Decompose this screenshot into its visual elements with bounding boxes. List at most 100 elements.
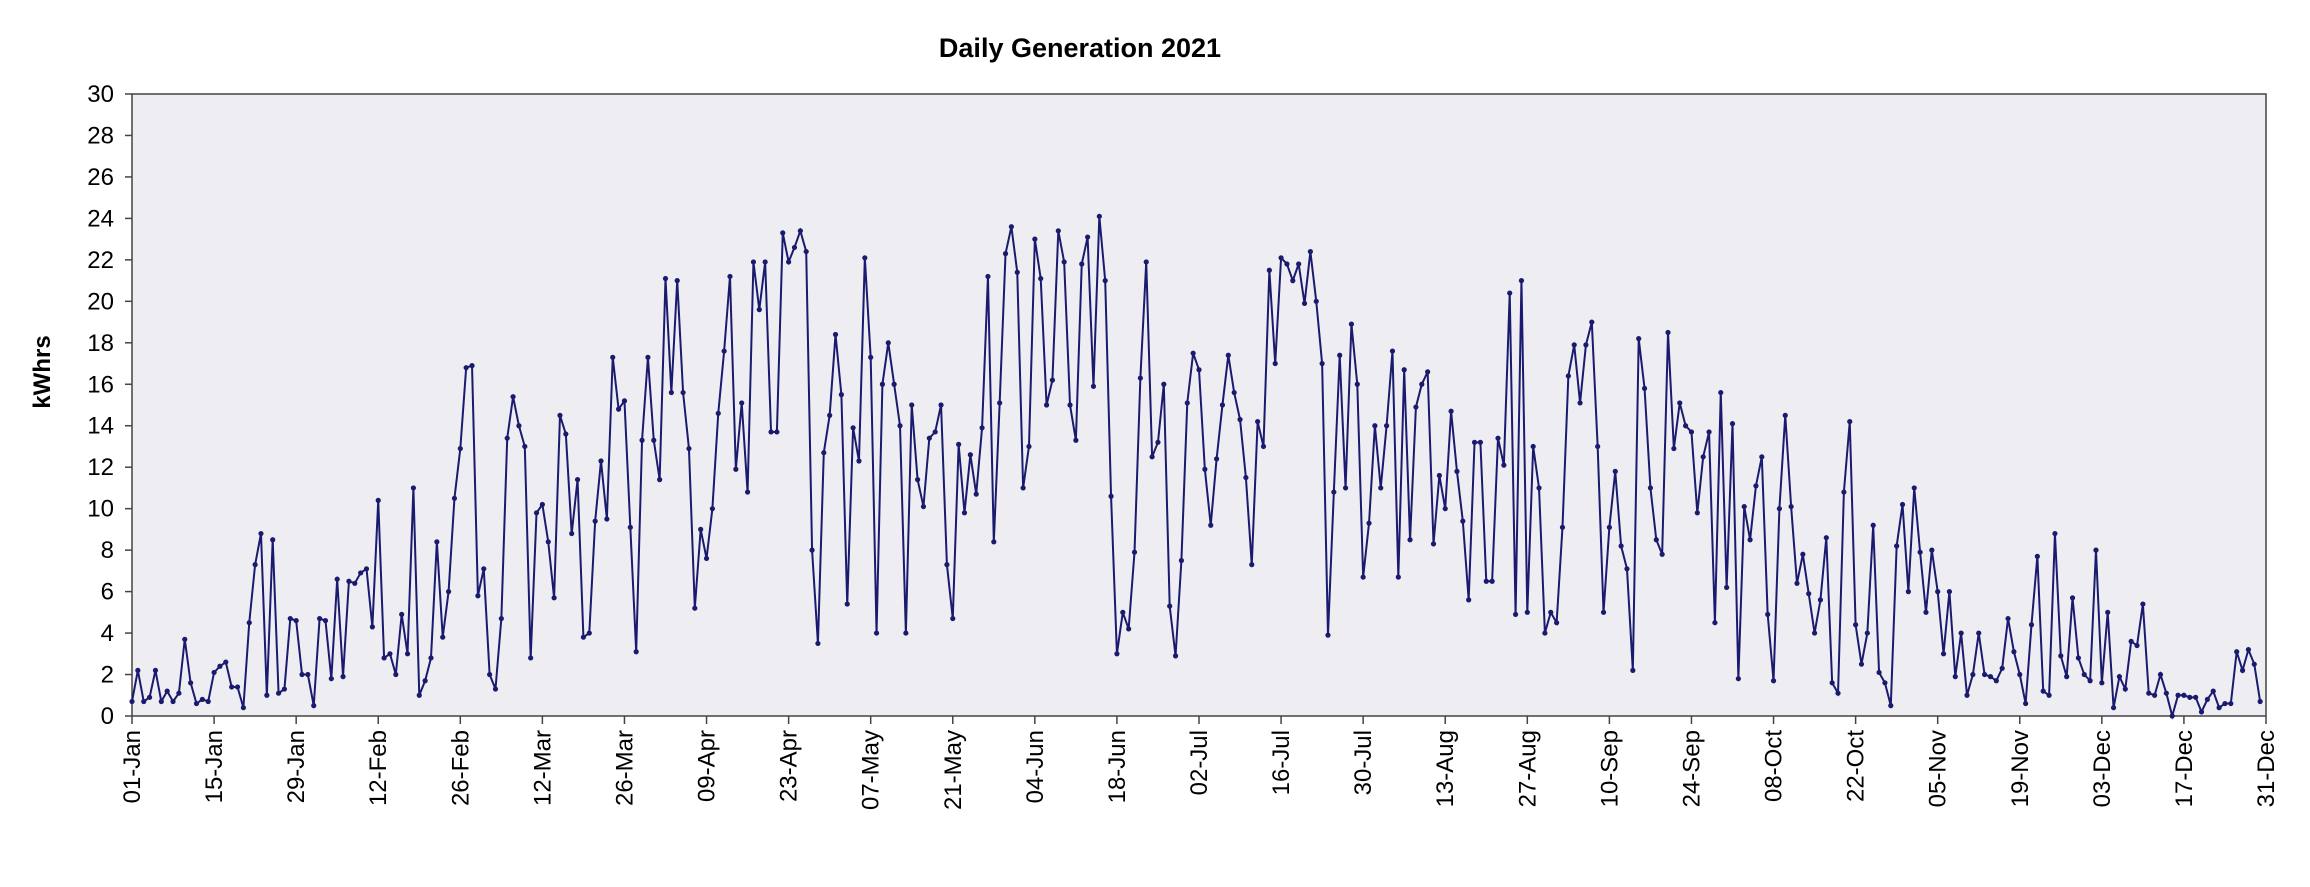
data-point xyxy=(1108,493,1114,499)
data-point xyxy=(445,589,452,595)
data-point xyxy=(827,412,833,418)
data-point xyxy=(1290,278,1296,284)
data-point xyxy=(1172,653,1179,659)
data-point xyxy=(985,273,991,280)
data-point xyxy=(2228,700,2234,707)
data-point xyxy=(545,539,551,545)
data-point xyxy=(1120,609,1126,615)
data-point xyxy=(2128,638,2134,644)
data-point xyxy=(246,620,252,626)
x-tick-label: 05-Nov xyxy=(1925,730,1952,807)
data-point xyxy=(1413,404,1419,410)
data-point xyxy=(451,495,458,501)
data-point xyxy=(1794,580,1800,586)
data-point xyxy=(1020,485,1026,491)
data-point xyxy=(592,518,598,524)
data-point xyxy=(1090,383,1097,389)
data-point xyxy=(862,255,868,261)
data-point xyxy=(756,307,762,313)
data-point xyxy=(809,547,815,553)
data-point xyxy=(240,705,246,711)
data-point xyxy=(1800,551,1806,557)
x-tick-label: 18-Jun xyxy=(1104,730,1131,803)
data-point xyxy=(1102,278,1108,284)
y-tick-label: 24 xyxy=(87,205,114,232)
data-point xyxy=(909,402,915,408)
data-point xyxy=(1131,549,1138,555)
data-point xyxy=(1167,603,1173,609)
data-point xyxy=(205,698,211,705)
data-point xyxy=(2152,692,2158,698)
data-point xyxy=(334,576,340,582)
data-point xyxy=(193,700,200,707)
data-point xyxy=(1876,669,1882,676)
data-point xyxy=(1917,549,1923,555)
y-tick-label: 20 xyxy=(87,288,114,315)
x-tick-label: 19-Nov xyxy=(2007,730,2034,807)
data-point xyxy=(1864,630,1870,636)
data-point xyxy=(1765,611,1771,618)
data-point xyxy=(1442,506,1448,512)
y-tick-label: 2 xyxy=(101,662,114,689)
data-point xyxy=(1430,541,1437,547)
data-point xyxy=(1026,443,1032,450)
data-point xyxy=(1999,665,2005,671)
data-point xyxy=(598,458,604,464)
data-point xyxy=(311,703,317,709)
data-point xyxy=(2040,688,2046,694)
data-point xyxy=(463,365,469,371)
data-point xyxy=(873,630,880,636)
data-point xyxy=(750,259,757,265)
data-point xyxy=(2017,671,2023,678)
data-point xyxy=(1512,611,1519,618)
data-point xyxy=(498,615,504,622)
data-point xyxy=(1700,454,1706,460)
data-point xyxy=(1606,524,1612,530)
data-point xyxy=(1870,522,1876,528)
data-point xyxy=(2140,601,2146,607)
data-point xyxy=(2034,553,2040,559)
x-tick-label: 08-Oct xyxy=(1761,730,1788,802)
data-point xyxy=(1301,300,1308,307)
data-point xyxy=(322,618,329,624)
data-point xyxy=(275,690,282,696)
data-point xyxy=(1348,321,1355,327)
y-tick-label: 12 xyxy=(87,454,114,481)
data-point xyxy=(1595,443,1601,450)
data-point xyxy=(1747,537,1753,543)
data-point xyxy=(2222,700,2228,707)
data-point xyxy=(2099,680,2105,686)
data-point xyxy=(2064,674,2070,680)
y-tick-label: 14 xyxy=(87,413,114,440)
data-point xyxy=(1987,674,1994,680)
data-point xyxy=(1395,574,1401,580)
data-point xyxy=(287,615,293,622)
data-point xyxy=(2181,692,2187,698)
data-point xyxy=(1237,416,1243,423)
x-tick-label: 13-Aug xyxy=(1432,730,1459,807)
data-point xyxy=(1882,680,1888,686)
data-point xyxy=(1524,609,1530,615)
data-point xyxy=(1038,275,1044,282)
data-point xyxy=(1425,369,1431,375)
data-point xyxy=(2187,694,2193,700)
data-point xyxy=(803,248,809,255)
data-point xyxy=(657,477,663,483)
data-point xyxy=(1337,352,1343,358)
data-point xyxy=(528,655,534,661)
data-point xyxy=(1079,261,1085,267)
data-point xyxy=(563,431,569,437)
data-point xyxy=(1817,597,1824,603)
x-tick-label: 09-Apr xyxy=(694,730,721,802)
data-point xyxy=(1313,298,1319,304)
data-point xyxy=(410,485,417,491)
data-point xyxy=(305,671,311,678)
y-axis-label: kWhrs xyxy=(29,335,56,408)
data-point xyxy=(516,423,522,429)
data-point xyxy=(533,510,540,516)
data-point xyxy=(1049,377,1056,383)
data-point xyxy=(164,688,170,694)
data-point xyxy=(1243,474,1249,481)
